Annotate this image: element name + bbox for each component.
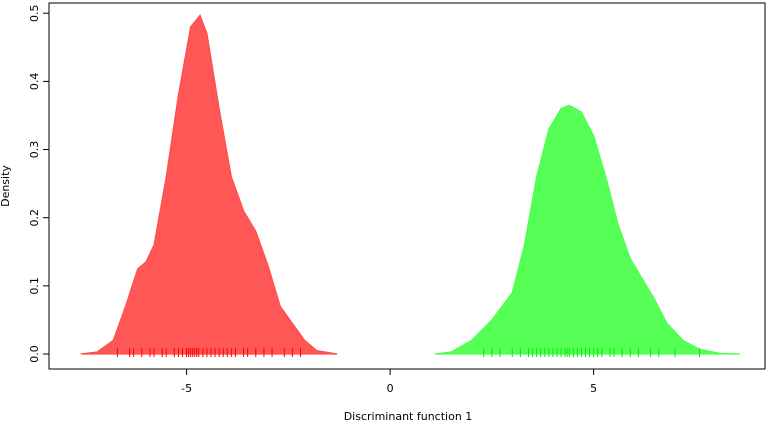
x-tick-label: 0 [387, 382, 394, 395]
y-tick-label: 0.1 [28, 277, 41, 295]
y-tick-label: 0.0 [28, 345, 41, 363]
density-area [434, 104, 741, 355]
x-axis-label: Discriminant function 1 [344, 410, 473, 423]
plot-box [48, 2, 766, 370]
density-area [80, 14, 338, 355]
y-tick-label: 0.2 [28, 209, 41, 227]
x-tick-label: -5 [181, 382, 192, 395]
x-tick-label: 5 [590, 382, 597, 395]
y-tick-label: 0.5 [28, 4, 41, 22]
y-tick-label: 0.4 [28, 73, 41, 91]
y-tick-label: 0.3 [28, 141, 41, 159]
y-axis-label: Density [0, 165, 12, 207]
